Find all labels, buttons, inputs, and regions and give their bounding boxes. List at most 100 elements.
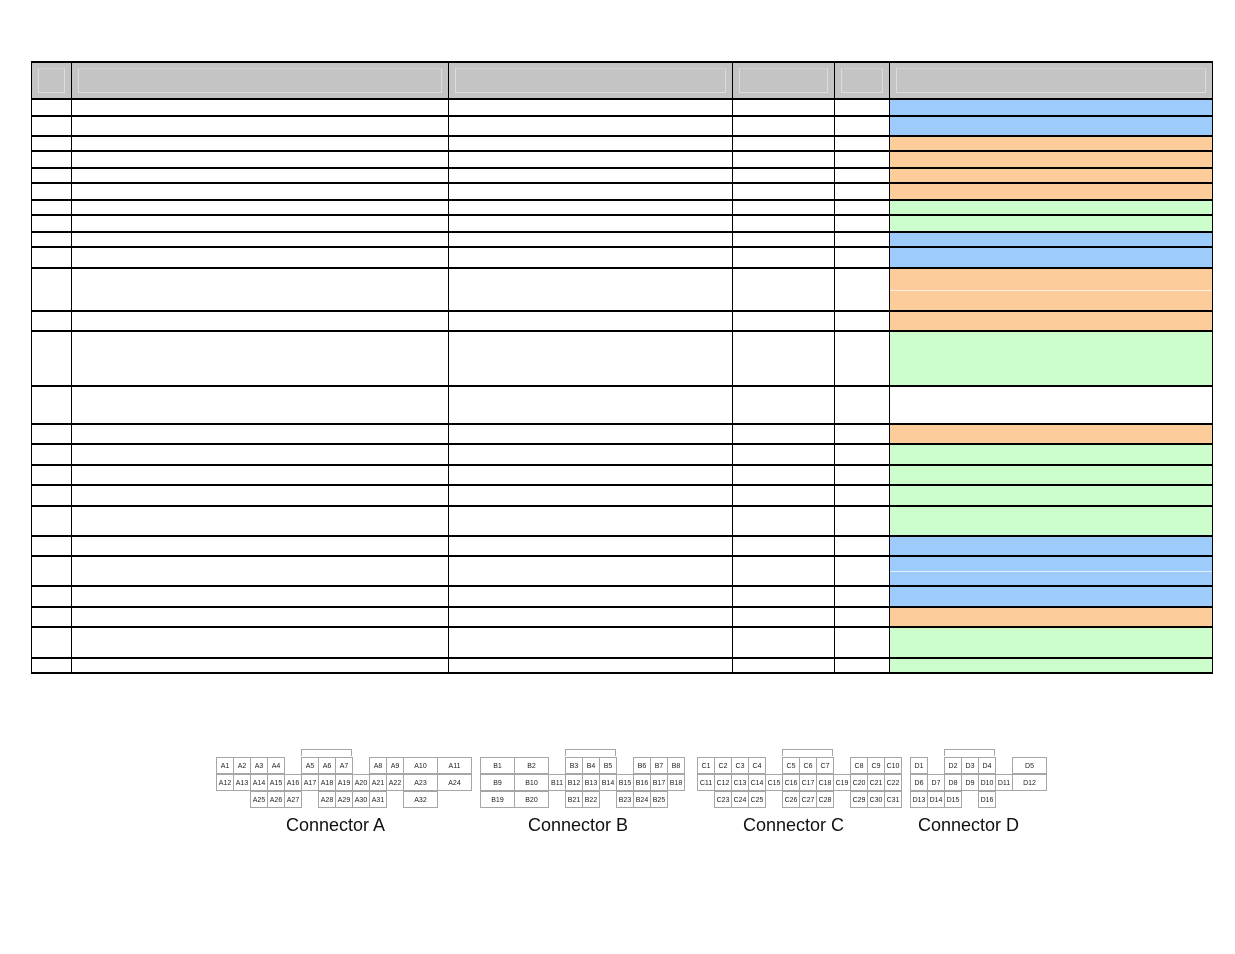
connector-latch xyxy=(565,749,616,756)
table-cell xyxy=(71,117,448,135)
status-color-cell xyxy=(889,152,1213,167)
table-cell xyxy=(732,184,834,199)
connector-pin: C19 xyxy=(833,774,851,791)
table-cell xyxy=(732,137,834,150)
table-cell xyxy=(31,233,71,246)
connector-pin: B5 xyxy=(599,757,617,774)
table-cell xyxy=(448,608,732,626)
connector-pin: C3 xyxy=(731,757,749,774)
connector-pin: C29 xyxy=(850,791,868,808)
connector-latch xyxy=(944,749,995,756)
connector-pin: D13 xyxy=(910,791,928,808)
connector-pin: D5 xyxy=(1012,757,1047,774)
status-color-cell xyxy=(889,332,1213,385)
connector-label: Connector D xyxy=(918,815,1020,835)
table-cell xyxy=(834,608,889,626)
table-cell xyxy=(31,312,71,330)
table-cell xyxy=(732,117,834,135)
table-cell xyxy=(448,248,732,267)
table-cell xyxy=(448,152,732,167)
status-color-cell xyxy=(889,659,1213,672)
table-cell xyxy=(834,587,889,606)
connector-pin: B17 xyxy=(650,774,668,791)
connector-pin: B13 xyxy=(582,774,600,791)
connector-pin: B22 xyxy=(582,791,600,808)
table-row xyxy=(31,201,1213,216)
table-cell xyxy=(448,466,732,484)
table-cell xyxy=(732,169,834,182)
table-cell xyxy=(732,466,834,484)
connector-pin: B3 xyxy=(565,757,583,774)
table-cell xyxy=(71,507,448,535)
connector-pin: B23 xyxy=(616,791,634,808)
table-cell xyxy=(448,387,732,423)
connector-pin: A22 xyxy=(386,774,404,791)
table-cell xyxy=(71,387,448,423)
table-cell xyxy=(31,608,71,626)
table-cell xyxy=(448,216,732,231)
table-cell xyxy=(732,233,834,246)
connector-latch xyxy=(782,749,833,756)
status-color-cell xyxy=(889,137,1213,150)
table-row xyxy=(31,628,1213,659)
connector-pin: C4 xyxy=(748,757,766,774)
connector-pin: C30 xyxy=(867,791,885,808)
connector-pin: A16 xyxy=(284,774,302,791)
header-cell xyxy=(834,63,889,98)
table-cell xyxy=(732,152,834,167)
table-cell xyxy=(448,201,732,214)
table-cell xyxy=(71,152,448,167)
table-cell xyxy=(732,445,834,464)
table-cell xyxy=(834,269,889,310)
connector-pin: A31 xyxy=(369,791,387,808)
table-cell xyxy=(71,608,448,626)
table-cell xyxy=(448,537,732,555)
pin-table xyxy=(31,61,1213,674)
connector-pin: B6 xyxy=(633,757,651,774)
table-cell xyxy=(71,466,448,484)
connector-pin: B11 xyxy=(548,774,566,791)
table-cell xyxy=(834,466,889,484)
connector-pin: C5 xyxy=(782,757,800,774)
table-cell xyxy=(448,100,732,115)
connector-pin: A2 xyxy=(233,757,251,774)
connector-label: Connector C xyxy=(743,815,845,835)
table-cell xyxy=(31,387,71,423)
table-cell xyxy=(834,537,889,555)
connector-pin: B25 xyxy=(650,791,668,808)
table-row xyxy=(31,537,1213,557)
table-cell xyxy=(31,628,71,657)
status-color-cell xyxy=(889,117,1213,135)
status-color-cell xyxy=(889,248,1213,267)
table-cell xyxy=(31,184,71,199)
table-cell xyxy=(31,248,71,267)
table-cell xyxy=(834,248,889,267)
table-cell xyxy=(71,628,448,657)
status-color-cell xyxy=(889,216,1213,231)
connector-pin: C28 xyxy=(816,791,834,808)
table-cell xyxy=(834,507,889,535)
table-cell xyxy=(71,137,448,150)
connector-pin: C7 xyxy=(816,757,834,774)
table-row xyxy=(31,269,1213,312)
connector-pin: C15 xyxy=(765,774,783,791)
table-row xyxy=(31,312,1213,332)
status-color-cell xyxy=(889,100,1213,115)
connector-label: Connector B xyxy=(528,815,629,835)
table-cell xyxy=(31,445,71,464)
connector-pin: D12 xyxy=(1012,774,1047,791)
table-row xyxy=(31,117,1213,137)
table-row xyxy=(31,445,1213,466)
table-cell xyxy=(448,332,732,385)
table-cell xyxy=(31,269,71,310)
connector-pin: B20 xyxy=(514,791,549,808)
table-cell xyxy=(448,587,732,606)
connector-pin: C25 xyxy=(748,791,766,808)
connector-pin: A14 xyxy=(250,774,268,791)
connector-pin: B24 xyxy=(633,791,651,808)
table-cell xyxy=(732,248,834,267)
connector-pin: D2 xyxy=(944,757,962,774)
connector-pin: B12 xyxy=(565,774,583,791)
table-cell xyxy=(31,425,71,443)
connector-pin: A23 xyxy=(403,774,438,791)
